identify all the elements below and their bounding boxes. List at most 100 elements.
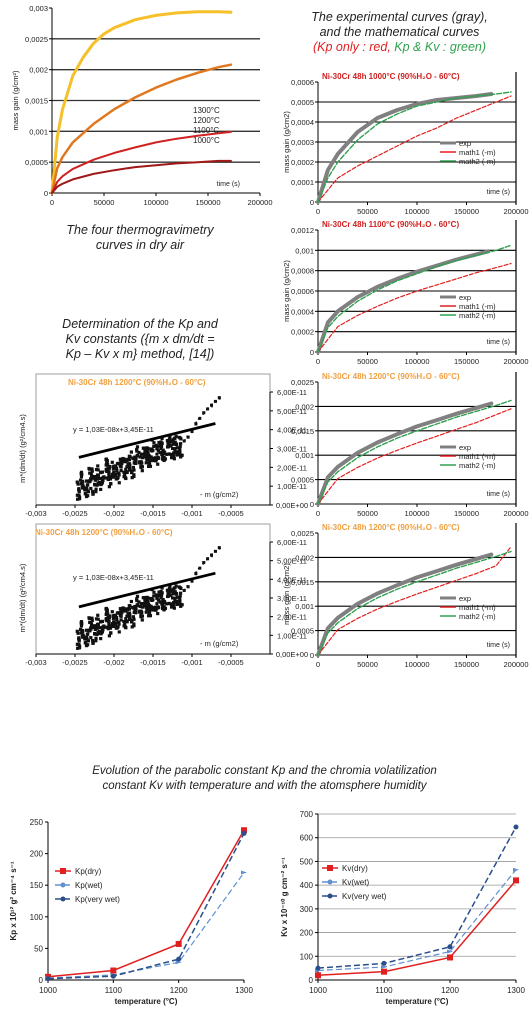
- scatter-point: [106, 477, 110, 481]
- legend-marker: [60, 868, 66, 874]
- scatter-point: [156, 598, 160, 602]
- scatter-point: [152, 441, 156, 445]
- scatter-point: [123, 609, 128, 613]
- scatter-point: [148, 614, 153, 618]
- scatter-point: [76, 482, 80, 486]
- scatter-point: [127, 454, 131, 458]
- data-point: [513, 867, 519, 872]
- scatter-point: [210, 403, 213, 407]
- data-point: [176, 956, 182, 962]
- scatter-point: [145, 454, 149, 458]
- scatter-point: [186, 585, 190, 589]
- scatter-point: [154, 593, 158, 597]
- legend-marker: [327, 879, 333, 885]
- series-line: [51, 130, 232, 194]
- y-axis-label: m*(dm/dt) (g²/cm4.s): [18, 563, 27, 632]
- scatter-point: [149, 596, 153, 601]
- scatter-point: [89, 626, 93, 630]
- scatter-point: [160, 436, 164, 441]
- x-tick-label: -0,0015: [140, 509, 165, 518]
- chart-tga: 0 0,0005 0,001 0,0015 0,002 0,0025 0,003 0 50000…: [11, 4, 273, 207]
- scatter-point: [93, 627, 97, 632]
- scatter-point: [182, 439, 186, 443]
- scatter-point: [132, 473, 136, 477]
- scatter-point: [130, 476, 134, 480]
- trend-equation: y = 1,03E-08x+3,45E-11: [73, 425, 154, 434]
- y-axis-label: m*(dm/dt) (g²/cm4.s): [18, 414, 27, 483]
- scatter-point: [118, 457, 122, 461]
- scatter-point: [124, 467, 128, 471]
- y-tick-label: 0,0002: [291, 158, 314, 167]
- trend-line: [78, 571, 216, 609]
- x-tick-label: -0,001: [181, 509, 202, 518]
- x-axis-label: temperature (°C): [115, 997, 178, 1006]
- legend-marker: [327, 865, 333, 871]
- caption-experimental: The experimental curves (gray), and the …: [272, 10, 527, 55]
- legend-entry: math2 (-m): [459, 461, 496, 470]
- scatter-point: [116, 461, 120, 465]
- data-point: [381, 960, 387, 966]
- scatter-point: [159, 447, 163, 450]
- scatter-point: [173, 599, 177, 603]
- scatter-point: [95, 477, 99, 481]
- scatter-point: [80, 472, 84, 477]
- x-tick-label: 1000: [39, 986, 57, 995]
- caption-experimental-line3: (Kp only : red, Kp & Kv : green): [272, 40, 527, 55]
- scatter-point: [79, 624, 84, 628]
- scatter-point: [126, 458, 130, 462]
- scatter-point: [142, 454, 147, 459]
- scatter-point: [178, 596, 182, 600]
- scatter-point: [167, 437, 172, 441]
- x-axis-label: - m (g/cm2): [200, 639, 239, 648]
- x-tick-label: -0,003: [25, 658, 46, 667]
- series-line: [317, 879, 517, 977]
- scatter-point: [171, 592, 175, 596]
- scatter-point: [160, 602, 164, 606]
- scatter-point: [77, 495, 82, 499]
- scatter-point: [129, 450, 133, 454]
- chart-fit1000: 0 0,0001 0,0002 0,0003 0,0004 0,0005 0,0006 0 50…: [282, 72, 529, 216]
- scatter-point: [110, 610, 114, 614]
- scatter-point: [76, 646, 80, 650]
- scatter-point: [140, 456, 144, 460]
- scatter-point: [143, 597, 147, 602]
- scatter-point: [91, 489, 95, 494]
- scatter-point: [178, 599, 182, 603]
- scatter-point: [91, 638, 95, 643]
- y-tick-label: 0,001: [295, 451, 314, 460]
- scatter-point: [135, 603, 139, 607]
- scatter-point: [152, 590, 156, 594]
- y-tick-label: 700: [300, 810, 314, 819]
- scatter-point: [130, 618, 134, 622]
- series-line: [51, 159, 232, 194]
- y-axis-label: Kv x 10⁻¹⁰ g cm⁻² s⁻¹: [280, 857, 289, 937]
- scatter-point: [190, 430, 194, 434]
- scatter-point: [173, 590, 177, 594]
- scatter-point: [169, 602, 173, 606]
- scatter-point: [107, 485, 111, 489]
- y-tick-label: 0,0006: [291, 287, 314, 296]
- y-tick-label: 50: [34, 944, 43, 953]
- y-tick-label: 0: [44, 189, 48, 198]
- scatter-point: [122, 470, 126, 474]
- trend-line: [78, 422, 216, 459]
- scatter-point: [167, 586, 172, 591]
- scatter-point: [111, 475, 116, 479]
- scatter-point: [132, 615, 135, 619]
- scatter-point: [123, 457, 127, 461]
- scatter-point: [152, 444, 156, 448]
- x-tick-label: 50000: [94, 198, 115, 207]
- legend-entry: 1100°C: [193, 126, 219, 135]
- scatter-point: [85, 632, 90, 636]
- scatter-point: [143, 452, 147, 456]
- scatter-point: [84, 641, 88, 645]
- y-tick-label: 0,001: [29, 127, 48, 136]
- scatter-point: [94, 617, 99, 621]
- scatter-point: [167, 452, 171, 456]
- scatter-point: [172, 600, 176, 605]
- chart-fit1100: 0 0,0002 0,0004 0,0006 0,0008 0,001 0,0012 0 500…: [282, 220, 529, 366]
- legend-entry: Kv(dry): [342, 864, 368, 873]
- y-tick-label: 3,00E-11: [277, 594, 307, 603]
- scatter-point: [80, 483, 84, 488]
- scatter-point: [154, 443, 158, 447]
